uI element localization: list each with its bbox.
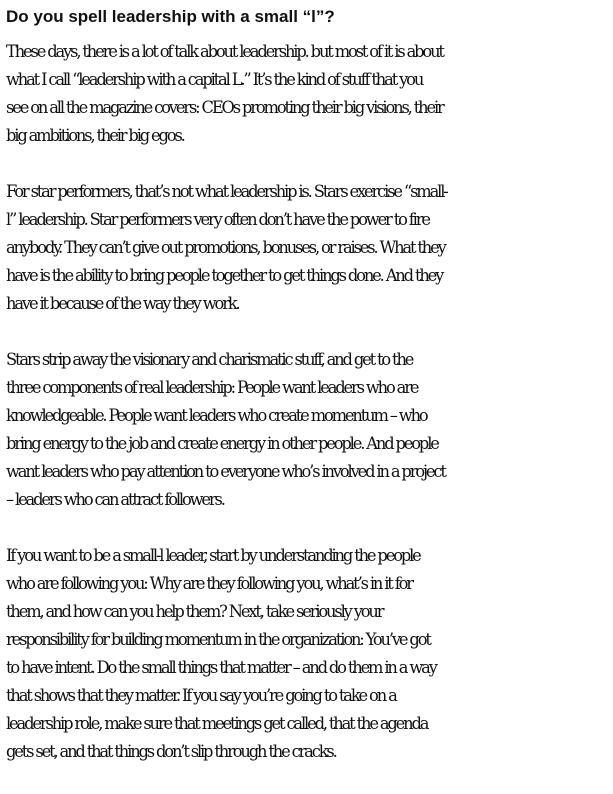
text-line: Stars strip away the visionary and chari… [6,350,414,369]
text-line: three components of real leadership: Peo… [6,378,419,397]
text-line: If you want to be a small-l leader, star… [6,546,422,565]
text-line: what I call “leadership with a capital L… [6,70,424,89]
text-line: l” leadership. Star performers very ofte… [6,210,431,229]
text-line: – leaders who can attract followers. [6,490,226,509]
text-line: big ambitions, their big egos. [6,126,186,145]
text-line: them, and how can you help them? Next, t… [6,602,385,621]
text-line: knowledgeable. People want leaders who c… [6,406,429,425]
article-heading: Do you spell leadership with a small “l”… [6,7,335,26]
document: Do you spell leadership with a small “l”… [6,0,610,794]
text-line: that shows that they matter. If you say … [6,686,398,705]
text-line: to have intent. Do the small things that… [6,658,438,677]
text-line: have it because of the way they work. [6,294,241,313]
paragraph-2: For star performers, that’s not what lea… [6,178,610,318]
text-line: gets set, and that things don’t slip thr… [6,742,338,761]
paragraph-4: If you want to be a small-l leader, star… [6,542,610,766]
text-line: bring energy to the job and create energ… [6,434,440,453]
text-line: want leaders who pay attention to everyo… [6,462,447,481]
text-line: responsibility for building momentum in … [6,630,432,649]
text-line: have is the ability to bring people toge… [6,266,444,285]
text-line: leadership role, make sure that meetings… [6,714,429,733]
text-line: For star performers, that’s not what lea… [6,182,449,201]
paragraph-3: Stars strip away the visionary and chari… [6,346,610,514]
text-line: These days, there is a lot of talk about… [6,42,445,61]
text-line: see on all the magazine covers: CEOs pro… [6,98,445,117]
text-line: who are following you: Why are they foll… [6,574,414,593]
paragraph-1: These days, there is a lot of talk about… [6,38,610,150]
text-line: anybody. They can’t give out promotions,… [6,238,447,257]
